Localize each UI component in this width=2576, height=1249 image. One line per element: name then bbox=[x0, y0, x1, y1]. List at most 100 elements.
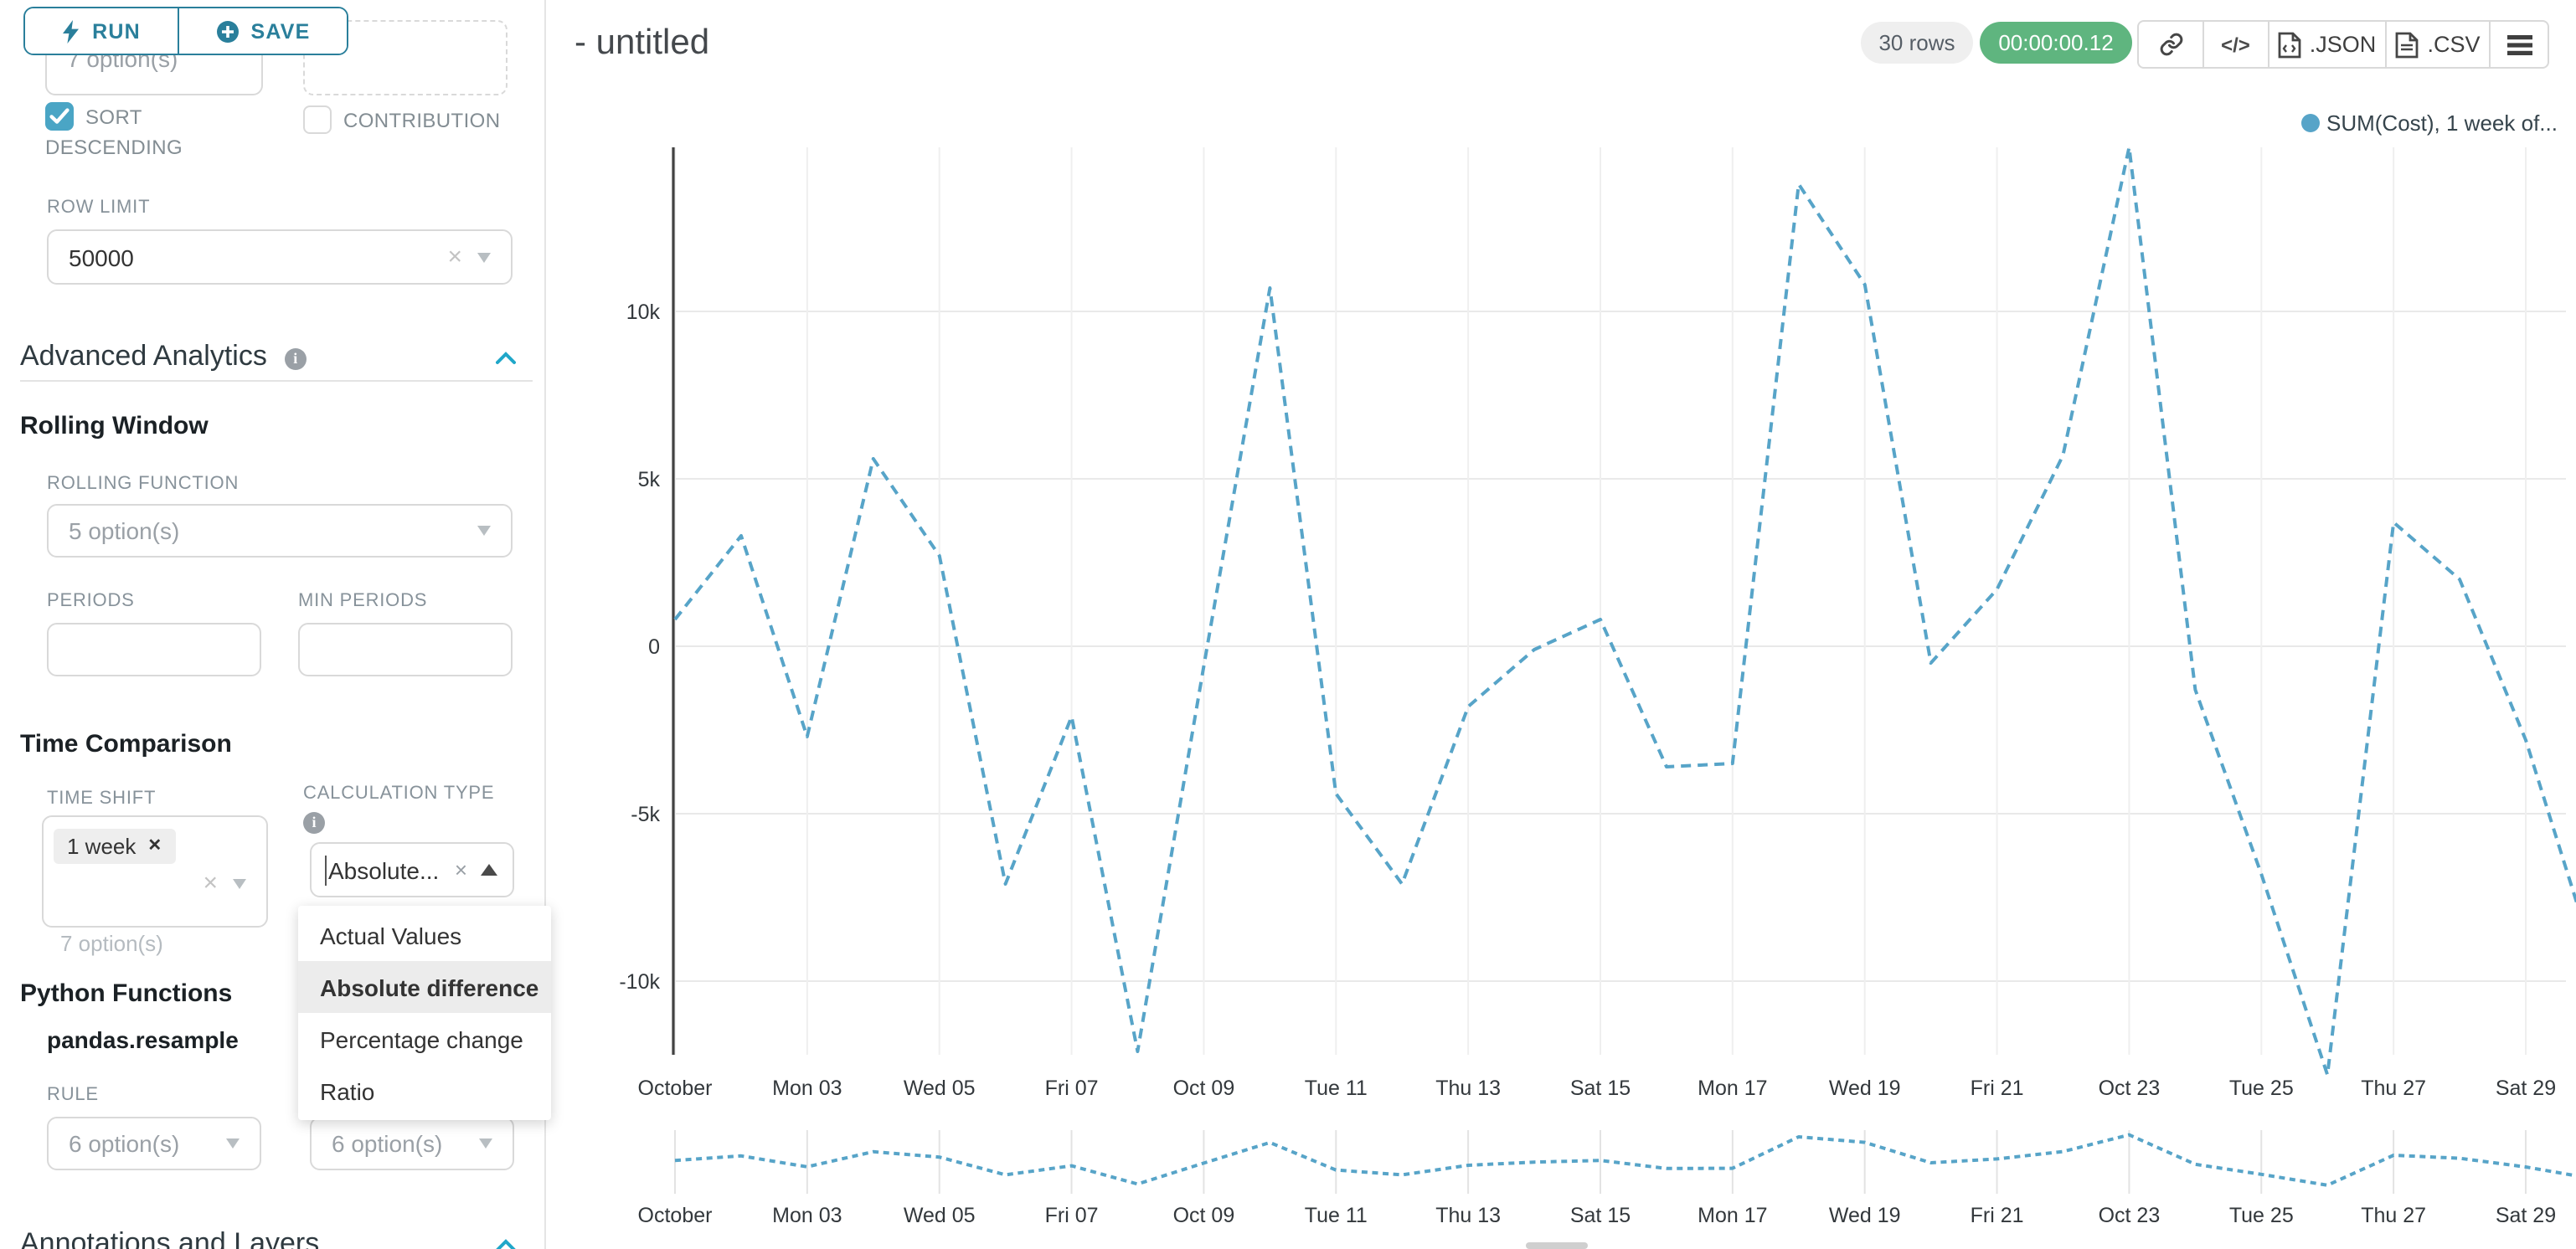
dropdown-option[interactable]: Percentage change bbox=[320, 1025, 523, 1052]
caret-down-icon[interactable] bbox=[477, 526, 491, 536]
mini-preview-line[interactable] bbox=[674, 1133, 2576, 1187]
mini-x-axis-tick-label: Thu 13 bbox=[1435, 1204, 1501, 1227]
dropdown-option[interactable]: Actual Values bbox=[320, 922, 462, 948]
row-limit-select[interactable]: 50000 × bbox=[47, 229, 513, 285]
min-periods-input[interactable] bbox=[298, 623, 513, 676]
mini-x-axis-tick-label: Sat 15 bbox=[1570, 1204, 1631, 1227]
sort-descending-checkbox-field[interactable]: SORT DESCENDING bbox=[45, 102, 243, 162]
y-axis-tick-label: -5k bbox=[631, 803, 660, 826]
x-axis-tick-label: Sat 29 bbox=[2496, 1077, 2556, 1100]
rule-select-2[interactable]: 6 option(s) bbox=[310, 1117, 514, 1170]
plus-circle-icon bbox=[216, 20, 239, 42]
copy-link-button[interactable] bbox=[2139, 22, 2202, 67]
chevron-up-icon[interactable] bbox=[496, 1239, 516, 1249]
x-axis-tick-label: October bbox=[638, 1077, 713, 1100]
export-json-button[interactable]: .JSON bbox=[2267, 22, 2385, 67]
mini-x-axis-tick-label: Mon 17 bbox=[1698, 1204, 1767, 1227]
info-icon[interactable]: i bbox=[284, 348, 307, 370]
row-limit-value: 50000 bbox=[69, 244, 134, 270]
annotations-title: Annotations and Layers bbox=[20, 1227, 320, 1249]
remove-tag-icon[interactable]: ✕ bbox=[147, 837, 162, 856]
chart-title[interactable]: - untitled bbox=[574, 23, 710, 62]
lightning-icon bbox=[63, 19, 80, 43]
export-csv-label: .CSV bbox=[2427, 32, 2481, 57]
caret-down-icon[interactable] bbox=[479, 1138, 492, 1149]
rolling-window-title: Rolling Window bbox=[20, 412, 209, 440]
export-json-label: .JSON bbox=[2309, 32, 2377, 57]
mini-x-axis-tick-label: Fri 21 bbox=[1971, 1204, 2024, 1227]
run-button-label: RUN bbox=[92, 19, 141, 43]
view-query-button[interactable]: </> bbox=[2202, 22, 2267, 67]
scrollbar-thumb[interactable] bbox=[1526, 1242, 1588, 1249]
save-button[interactable]: SAVE bbox=[179, 8, 347, 54]
annotations-header[interactable]: Annotations and Layers bbox=[20, 1227, 533, 1249]
metric-dropzone-partial[interactable] bbox=[303, 20, 507, 95]
row-limit-label: ROW LIMIT bbox=[47, 198, 151, 218]
y-axis-tick-label: -10k bbox=[619, 970, 660, 994]
y-axis-tick-label: 0 bbox=[648, 635, 660, 659]
python-functions-title: Python Functions bbox=[20, 979, 233, 1008]
x-axis-tick-label: Mon 17 bbox=[1698, 1077, 1767, 1100]
mini-x-axis-tick-label: Thu 27 bbox=[2361, 1204, 2426, 1227]
rule-select[interactable]: 6 option(s) bbox=[47, 1117, 261, 1170]
contribution-label: CONTRIBUTION bbox=[343, 108, 501, 131]
caret-down-icon[interactable] bbox=[226, 1138, 240, 1149]
section-divider bbox=[20, 380, 533, 382]
chart-actions-group: </> .JSON .CSV bbox=[2137, 20, 2549, 69]
y-axis-tick-label: 10k bbox=[626, 301, 661, 324]
mini-x-axis-tick-label: Oct 09 bbox=[1173, 1204, 1235, 1227]
rule-placeholder-2: 6 option(s) bbox=[332, 1130, 443, 1157]
x-axis-tick-label: Wed 19 bbox=[1829, 1077, 1901, 1100]
mini-x-axis-tick-label: Oct 23 bbox=[2099, 1204, 2161, 1227]
pandas-resample-subtitle: pandas.resample bbox=[47, 1026, 239, 1053]
x-axis-tick-label: Wed 05 bbox=[904, 1077, 976, 1100]
checkbox-checked-icon[interactable] bbox=[45, 102, 74, 131]
time-shift-hint: 7 option(s) bbox=[60, 931, 163, 956]
info-icon[interactable]: i bbox=[303, 812, 325, 834]
run-button[interactable]: RUN bbox=[25, 8, 179, 54]
hamburger-menu-icon bbox=[2506, 34, 2532, 54]
more-options-button[interactable] bbox=[2489, 22, 2548, 67]
row-count-badge: 30 rows bbox=[1861, 22, 1973, 64]
clear-icon[interactable]: × bbox=[447, 243, 462, 271]
caret-down-icon[interactable] bbox=[233, 878, 246, 888]
mini-x-axis-tick-label: Wed 05 bbox=[904, 1204, 976, 1227]
clear-icon[interactable]: × bbox=[203, 869, 218, 897]
time-shift-multiselect[interactable]: 1 week ✕ × bbox=[42, 815, 268, 928]
clear-icon[interactable]: × bbox=[454, 857, 467, 882]
time-shift-tag[interactable]: 1 week ✕ bbox=[54, 829, 176, 864]
mini-x-axis-tick-label: Wed 19 bbox=[1829, 1204, 1901, 1227]
mini-x-axis-tick-label: Tue 25 bbox=[2229, 1204, 2294, 1227]
export-csv-button[interactable]: .CSV bbox=[2385, 22, 2489, 67]
advanced-analytics-header[interactable]: Advanced Analytics i bbox=[20, 340, 533, 373]
calculation-type-select[interactable]: Absolute... × bbox=[310, 842, 514, 897]
series-line[interactable] bbox=[673, 146, 2576, 1077]
checkbox-unchecked-icon[interactable] bbox=[303, 105, 332, 134]
rule-label: RULE bbox=[47, 1085, 99, 1105]
caret-up-icon[interactable] bbox=[481, 864, 497, 876]
mini-x-axis-tick-label: Mon 03 bbox=[772, 1204, 842, 1227]
mini-x-axis-tick-label: Tue 11 bbox=[1305, 1204, 1368, 1227]
min-periods-label: MIN PERIODS bbox=[298, 591, 428, 611]
rolling-function-placeholder: 5 option(s) bbox=[69, 517, 180, 544]
calculation-type-value: Absolute... bbox=[328, 856, 440, 883]
chart-legend[interactable]: SUM(Cost), 1 week of... bbox=[2301, 111, 2558, 136]
legend-series-label: SUM(Cost), 1 week of... bbox=[2326, 111, 2558, 136]
dropdown-option[interactable]: Absolute difference bbox=[298, 961, 551, 1013]
periods-label: PERIODS bbox=[47, 591, 135, 611]
chevron-up-icon[interactable] bbox=[496, 352, 516, 365]
rolling-function-select[interactable]: 5 option(s) bbox=[47, 504, 513, 558]
run-save-button-group: RUN SAVE bbox=[23, 7, 348, 55]
y-axis-tick-label: 5k bbox=[638, 468, 661, 491]
x-axis-tick-label: Oct 09 bbox=[1173, 1077, 1235, 1100]
dropdown-option[interactable]: Ratio bbox=[320, 1077, 375, 1104]
x-axis-tick-label: Thu 13 bbox=[1435, 1077, 1501, 1100]
time-shift-tag-label: 1 week bbox=[67, 834, 137, 859]
periods-input[interactable] bbox=[47, 623, 261, 676]
legend-series-dot bbox=[2301, 114, 2320, 132]
time-shift-label: TIME SHIFT bbox=[47, 789, 157, 809]
contribution-checkbox-field[interactable]: CONTRIBUTION bbox=[303, 105, 500, 134]
caret-down-icon[interactable] bbox=[477, 252, 491, 262]
